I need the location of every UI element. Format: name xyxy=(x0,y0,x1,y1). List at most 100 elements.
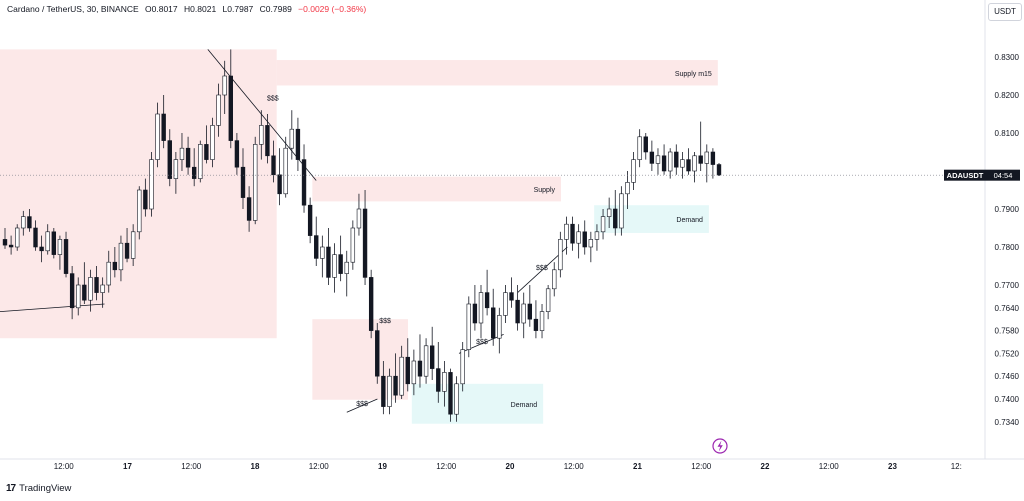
candle xyxy=(399,345,404,399)
tradingview-logo[interactable]: 17 TradingView xyxy=(6,481,71,495)
candle-body xyxy=(57,239,63,255)
candle-body xyxy=(716,164,722,176)
candle xyxy=(674,144,679,175)
candle-body xyxy=(167,140,172,179)
candle-body xyxy=(246,197,252,221)
candle-body xyxy=(570,223,575,244)
symbol-title[interactable]: Cardano / TetherUS, 30, BINANCE xyxy=(7,4,139,14)
candle xyxy=(460,342,465,392)
candle-body xyxy=(686,159,691,172)
candle-body xyxy=(259,125,264,145)
candle-body xyxy=(88,277,93,301)
candle-body xyxy=(466,303,471,350)
trendline-3[interactable] xyxy=(458,334,504,354)
zone-labels-layer: Supply m15 Supply Demand Demand xyxy=(511,71,712,409)
candle xyxy=(545,285,551,320)
candle xyxy=(356,193,362,236)
candle-body xyxy=(179,147,185,160)
chart-legend: Cardano / TetherUS, 30, BINANCE O0.8017 … xyxy=(7,4,370,14)
candle-body xyxy=(405,356,410,385)
candle-body xyxy=(301,159,307,206)
trendline-0[interactable] xyxy=(0,303,105,312)
x-tick-label: 12:00 xyxy=(54,462,75,471)
candle-body xyxy=(478,292,484,324)
candle-body xyxy=(2,239,8,246)
candle-body xyxy=(582,231,587,248)
candle-body xyxy=(631,159,636,183)
y-tick-label: 0.7580 xyxy=(995,327,1020,336)
candle xyxy=(277,148,282,206)
candle-body xyxy=(503,292,508,316)
price-scale[interactable]: 0.8300 0.8200 0.8100 0.7900 0.7800 0.7700 0.76… xyxy=(995,53,1020,427)
candle-body xyxy=(643,136,648,153)
candle xyxy=(576,224,581,259)
candle-body xyxy=(356,208,362,229)
x-tick-label: 12: xyxy=(951,462,962,471)
trendline-2[interactable] xyxy=(346,398,378,413)
candle-body xyxy=(442,372,447,392)
candle xyxy=(704,144,709,183)
zone-5[interactable] xyxy=(411,383,544,424)
candle-body xyxy=(130,231,136,259)
candle xyxy=(606,197,612,228)
candle-body xyxy=(393,375,398,396)
y-tick-label: 0.7640 xyxy=(995,304,1020,313)
candle xyxy=(698,121,703,171)
candle-body xyxy=(497,315,502,339)
candle-body xyxy=(576,231,581,244)
candle-body xyxy=(307,204,313,236)
candle xyxy=(204,125,209,164)
candle-body xyxy=(21,216,26,229)
zone-3[interactable] xyxy=(312,319,408,400)
candle xyxy=(191,148,197,187)
x-tick-label: 23 xyxy=(888,462,897,471)
candle-body xyxy=(63,239,69,274)
candle-body xyxy=(411,360,417,385)
candle-body xyxy=(338,254,343,274)
candle xyxy=(82,262,87,304)
candle xyxy=(710,148,716,179)
candle xyxy=(539,304,545,339)
candle-body xyxy=(82,284,87,301)
candle-body xyxy=(484,292,490,309)
candle-body xyxy=(161,113,166,141)
time-scale[interactable]: 12:00 17 12:00 18 12:00 19 12:00 20 12:00 21 12:00… xyxy=(54,462,962,471)
candle xyxy=(655,148,661,175)
candle xyxy=(472,285,478,331)
candle-body xyxy=(613,208,618,229)
candle xyxy=(185,136,191,175)
candle-body xyxy=(216,94,221,126)
currency-button[interactable]: USDT xyxy=(988,3,1022,21)
candle-body xyxy=(368,277,374,331)
candle-body xyxy=(283,147,288,195)
y-tick-label: 0.7400 xyxy=(995,395,1020,404)
liquidity-annotation-2: $$$ xyxy=(356,401,368,408)
alert-lightning-icon[interactable] xyxy=(712,438,728,454)
candle-body xyxy=(289,128,295,149)
candle-body xyxy=(118,242,124,271)
candle xyxy=(515,285,520,331)
zone-2[interactable] xyxy=(312,176,561,202)
candle xyxy=(344,250,349,297)
candle-body xyxy=(39,246,44,252)
y-tick-label: 0.7340 xyxy=(995,418,1020,427)
candle xyxy=(350,220,356,270)
candle xyxy=(558,231,563,278)
candle-body xyxy=(155,113,160,160)
candle xyxy=(362,190,368,285)
candle-body xyxy=(191,166,197,179)
zone-1[interactable] xyxy=(276,60,718,86)
candle xyxy=(39,235,44,263)
x-tick-label: 12:00 xyxy=(181,462,202,471)
candle xyxy=(283,136,288,198)
candle xyxy=(222,60,227,114)
candle-body xyxy=(100,284,105,293)
candle xyxy=(234,133,240,175)
candle xyxy=(527,285,533,327)
y-tick-label: 0.8200 xyxy=(995,91,1020,100)
candle xyxy=(613,190,618,236)
candle-body xyxy=(143,189,148,210)
candle-body xyxy=(222,75,227,96)
candle-body xyxy=(680,159,685,168)
